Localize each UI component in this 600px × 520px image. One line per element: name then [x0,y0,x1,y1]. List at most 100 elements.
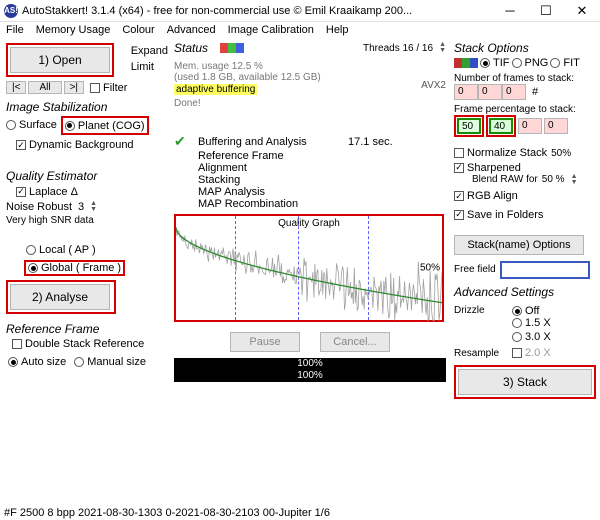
titlebar: AS! AutoStakkert! 3.1.4 (x64) - free for… [0,0,600,22]
stack-options-header: Stack Options [454,41,596,55]
step-ref: Reference Frame [198,150,446,162]
menubar: File Memory Usage Colour Advanced Image … [0,22,600,39]
nf1[interactable]: 0 [454,84,478,100]
p4[interactable]: 0 [544,118,568,134]
resample-label: Resample [454,348,502,359]
window-title: AutoStakkert! 3.1.4 (x64) - free for non… [22,5,492,17]
step-buffering-time: 17.1 sec. [348,136,393,148]
manual-size-radio[interactable]: Manual size [74,356,146,368]
blend-stepper[interactable]: ▲▼ [571,174,578,186]
num-frames-label: Number of frames to stack: [454,73,596,84]
menu-memory[interactable]: Memory Usage [36,24,111,36]
checkmark-icon: ✔ [174,133,188,150]
pause-button[interactable]: Pause [230,332,300,352]
dynamic-bg-checkbox[interactable]: Dynamic Background [16,139,134,151]
mem-usage: Mem. usage 12.5 % [174,61,321,72]
adaptive-buffering: adaptive buffering [174,84,257,95]
status-header: Status [174,41,208,55]
fit-radio[interactable]: FIT [550,57,580,69]
filter-checkbox[interactable]: Filter [90,82,127,94]
snr-text: Very high SNR data [6,215,168,226]
left-panel: 1) Open Expand Limit |< All >| Filter Im… [0,39,172,501]
surface-radio[interactable]: Surface [6,119,57,131]
app-icon: AS! [4,4,18,18]
stackname-options-button[interactable]: Stack(name) Options [454,235,584,255]
drizzle-30-radio[interactable]: 3.0 X [512,331,551,343]
stack-button[interactable]: 3) Stack [458,369,592,395]
maximize-button[interactable]: ☐ [528,0,564,22]
progress-2: 100% [174,370,446,382]
step-stacking: Stacking [198,174,446,186]
planet-radio[interactable]: Planet (COG) [65,120,145,132]
close-button[interactable]: ✕ [564,0,600,22]
menu-advanced[interactable]: Advanced [167,24,216,36]
laplace-checkbox[interactable]: Laplace Δ [16,186,78,198]
minimize-button[interactable]: ─ [492,0,528,22]
format-color-icon [454,58,478,68]
rgb-align-checkbox[interactable]: RGB Align [454,190,518,202]
analyse-button[interactable]: 2) Analyse [10,284,110,310]
drizzle-off-radio[interactable]: Off [512,305,539,317]
freefield-label: Free field [454,264,496,275]
menu-colour[interactable]: Colour [122,24,154,36]
cancel-button[interactable]: Cancel... [320,332,390,352]
global-radio[interactable]: Global ( Frame ) [28,262,121,274]
menu-calibration[interactable]: Image Calibration [228,24,314,36]
graph-50-label: 50% [420,263,440,274]
local-radio[interactable]: Local ( AP ) [26,244,96,256]
expand-label[interactable]: Expand [131,45,168,57]
p2[interactable]: 40 [489,118,513,134]
normalize-checkbox[interactable]: Normalize Stack [454,147,547,159]
threads-label: Threads 16 / 16 [363,43,433,54]
limit-label[interactable]: Limit [131,61,168,73]
sharpened-checkbox[interactable]: Sharpened [454,162,521,174]
blend-raw-label: Blend RAW for [472,174,538,185]
save-folders-checkbox[interactable]: Save in Folders [454,209,543,221]
step-map-analysis: MAP Analysis [198,186,446,198]
threads-stepper[interactable]: ▲▼ [439,42,446,54]
quality-header: Quality Estimator [6,169,168,183]
nf-hash: # [532,86,538,98]
refframe-header: Reference Frame [6,322,168,336]
noise-robust-label: Noise Robust [6,201,72,213]
right-panel: Stack Options TIF PNG FIT Number of fram… [450,39,600,501]
quality-graph: Quality Graph 50% [174,214,444,322]
noise-robust-value: 3 [78,201,84,213]
p1[interactable]: 50 [457,118,481,134]
statusbar: #F 2500 8 bpp 2021-08-30-1303 0-2021-08-… [0,506,600,520]
nf3[interactable]: 0 [502,84,526,100]
graph-svg [176,216,442,322]
open-button[interactable]: 1) Open [10,47,110,73]
step-buffering: Buffering and Analysis [198,136,338,148]
frame-pct-label: Frame percentage to stack: [454,104,596,115]
middle-panel: Status Threads 16 / 16 ▲▼ Mem. usage 12.… [172,39,450,501]
graph-title: Quality Graph [278,218,340,229]
advanced-header: Advanced Settings [454,285,596,299]
progress-1: 100% [174,358,446,370]
noise-robust-stepper[interactable]: ▲▼ [90,201,97,213]
normalize-pct: 50% [551,148,571,159]
step-map-recomb: MAP Recombination [198,198,446,210]
mem-detail: (used 1.8 GB, available 12.5 GB) [174,72,321,83]
nav-last-button[interactable]: >| [64,81,84,94]
menu-help[interactable]: Help [326,24,349,36]
stabilization-header: Image Stabilization [6,100,168,114]
nf2[interactable]: 0 [478,84,502,100]
nav-all-button[interactable]: All [28,81,61,94]
double-stack-checkbox[interactable]: Double Stack Reference [12,338,144,350]
avx2-label: AVX2 [421,80,446,91]
nav-first-button[interactable]: |< [6,81,26,94]
status-color-icon [220,43,244,53]
drizzle-label: Drizzle [454,305,502,316]
tif-radio[interactable]: TIF [480,57,510,69]
blend-raw-pct: 50 % [542,174,565,185]
png-radio[interactable]: PNG [512,57,549,69]
resample-20-checkbox[interactable]: 2.0 X [512,347,551,359]
auto-size-radio[interactable]: Auto size [8,356,66,368]
menu-file[interactable]: File [6,24,24,36]
drizzle-15-radio[interactable]: 1.5 X [512,317,551,329]
p3[interactable]: 0 [518,118,542,134]
step-align: Alignment [198,162,446,174]
freefield-input[interactable] [500,261,590,279]
done-label: Done! [174,98,321,109]
